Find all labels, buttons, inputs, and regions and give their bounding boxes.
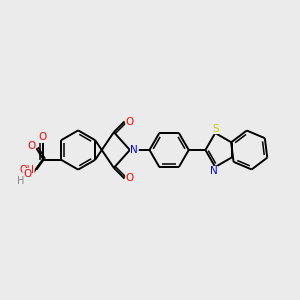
Text: H: H <box>16 176 24 186</box>
Text: N: N <box>210 167 217 176</box>
Text: OH: OH <box>19 165 34 175</box>
Text: O: O <box>27 141 35 152</box>
Text: O: O <box>23 169 32 178</box>
Text: N: N <box>130 145 138 155</box>
Text: O: O <box>126 117 134 128</box>
Text: O: O <box>126 172 134 183</box>
Text: O: O <box>38 132 47 142</box>
Text: S: S <box>212 124 218 134</box>
